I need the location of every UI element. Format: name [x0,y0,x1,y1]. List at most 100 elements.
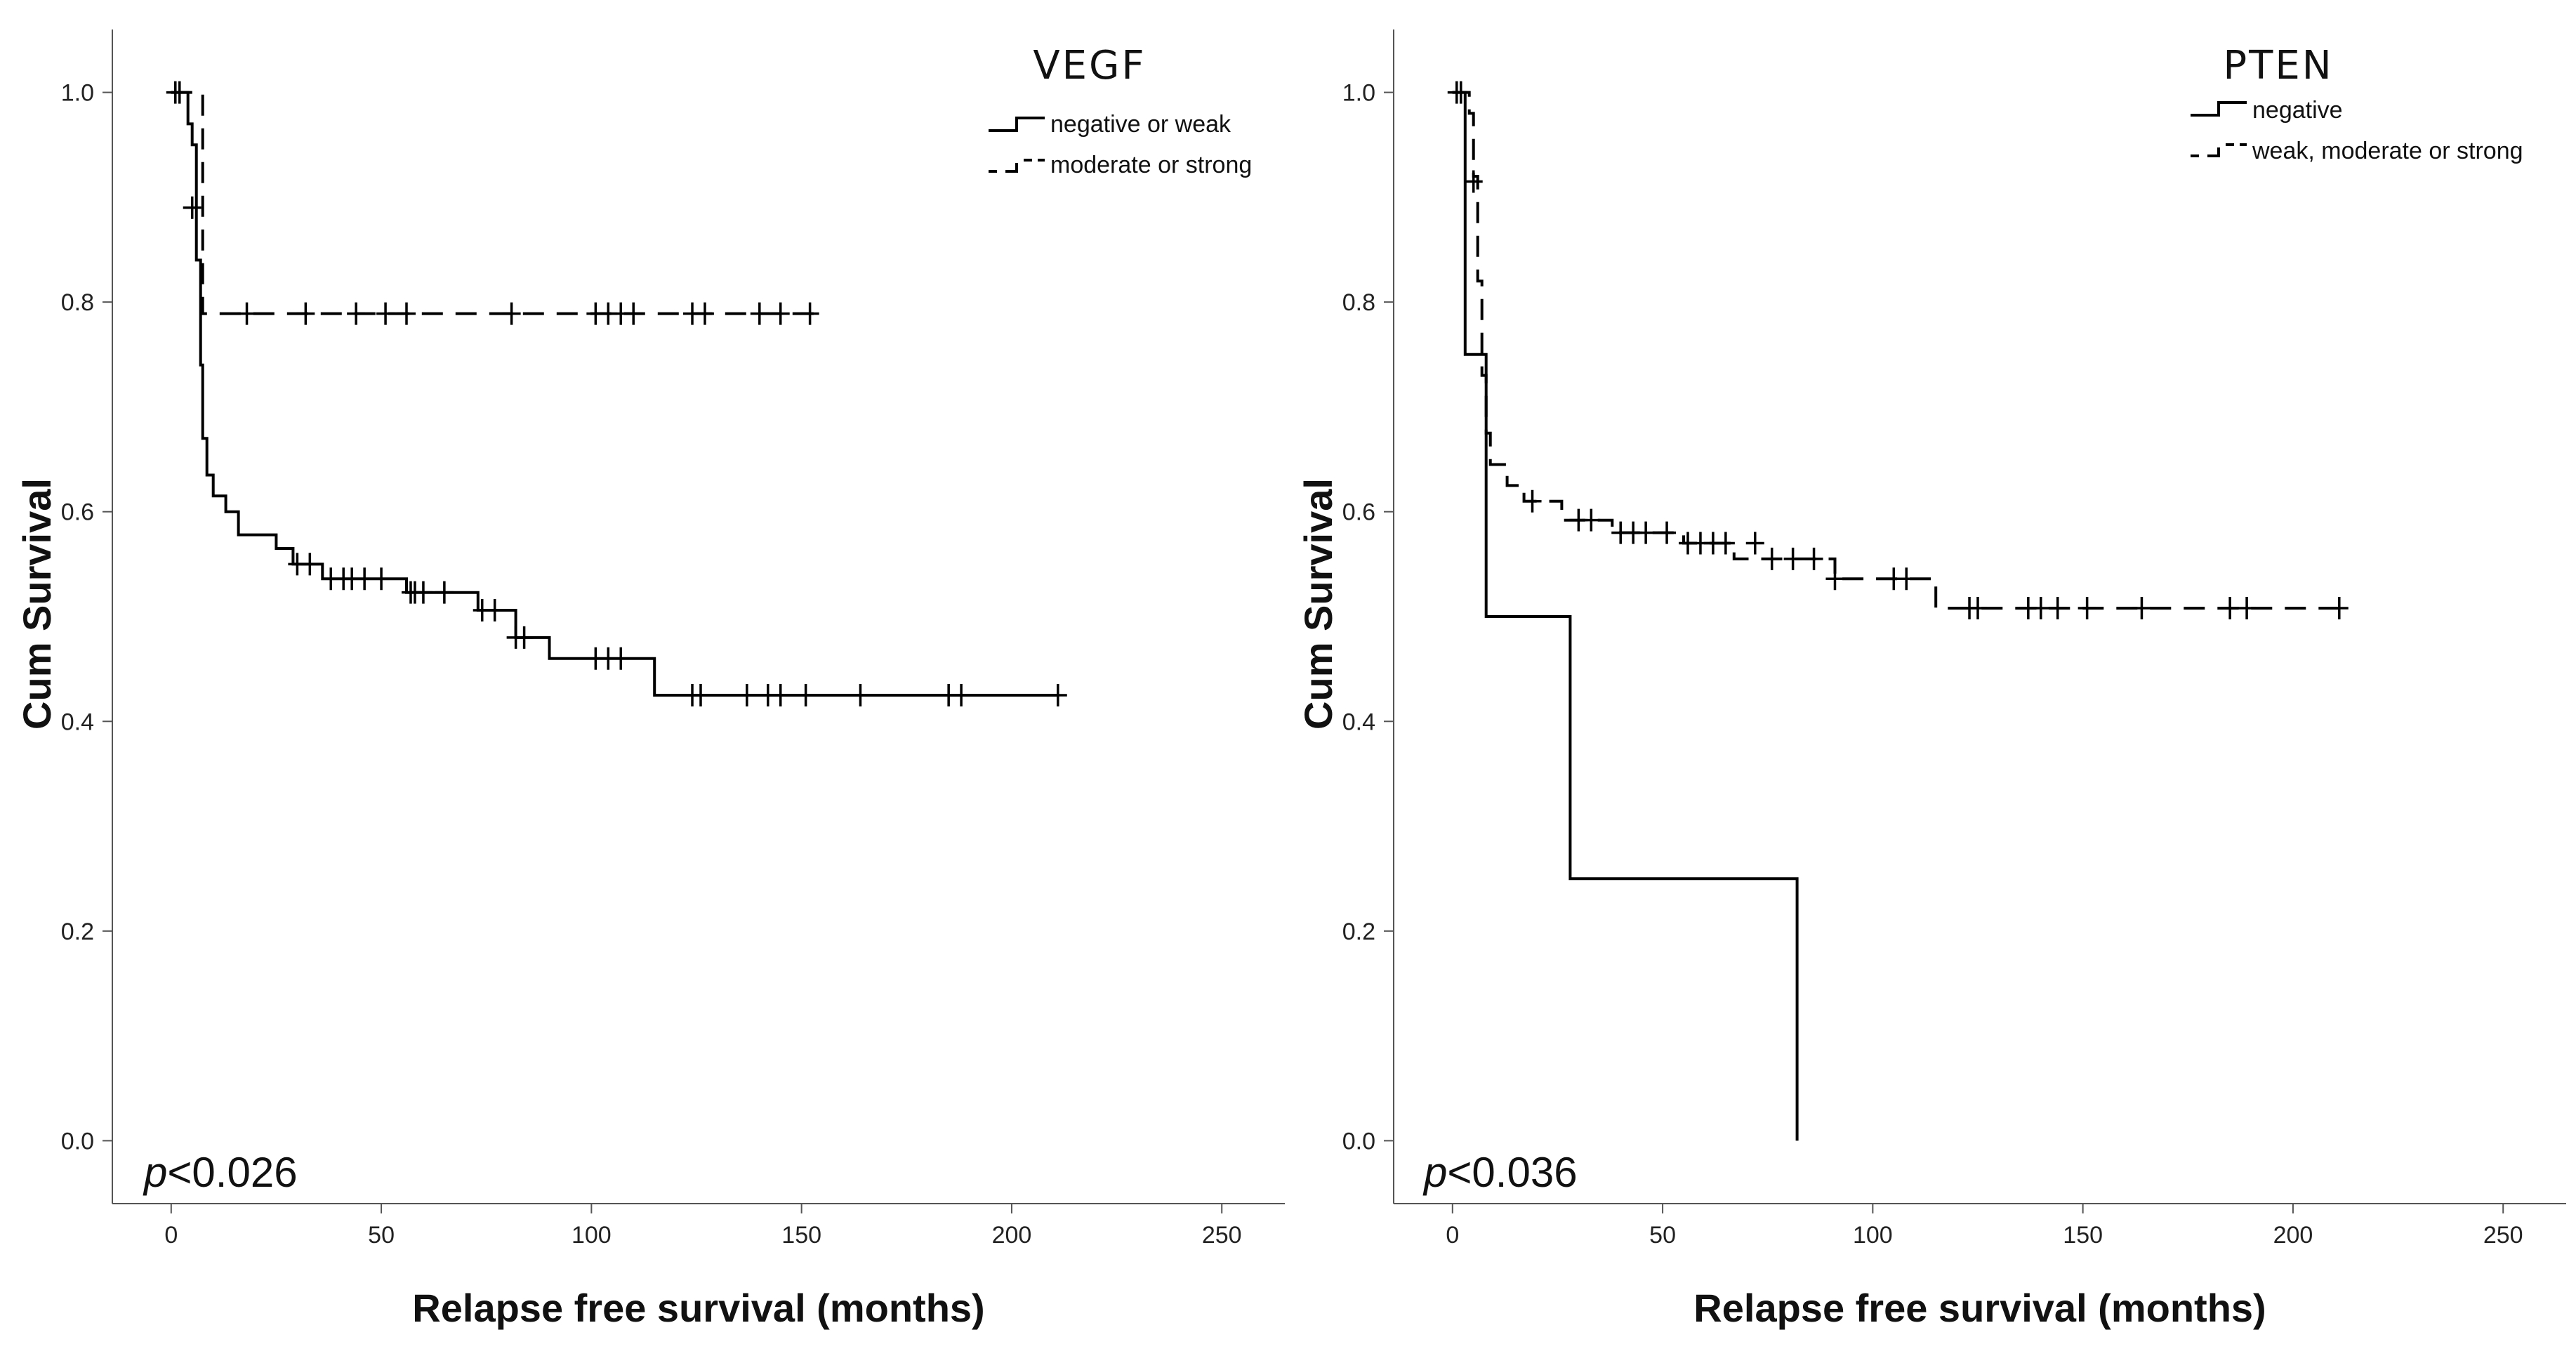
x-tick-label: 0 [1446,1222,1459,1249]
legend-swatch-dashed [989,159,1045,173]
censor-mark [750,302,769,325]
y-tick-label: 1.0 [1342,80,1375,107]
censor-mark [737,683,756,706]
x-tick-label: 100 [1853,1222,1893,1249]
x-ticks: 0 50 100 150 200 250 [164,1204,1242,1249]
censor-mark [397,302,416,325]
x-tick-label: 150 [781,1222,821,1249]
legend-swatch-dashed [2191,143,2247,157]
legend-title: PTEN [2223,43,2333,88]
censor-mark [771,683,790,706]
y-tick-label: 0.6 [1342,499,1375,526]
censor-mark [1762,547,1781,570]
censor-mark [347,302,366,325]
censor-mark [237,302,256,325]
series-1 [166,81,1067,706]
series-1 [1452,91,1799,1141]
x-axis-label: Relapse free survival (months) [412,1286,984,1330]
censor-mark [691,683,710,706]
x-tick-label: 200 [992,1222,1032,1249]
censor-mark [1451,81,1470,104]
series-line [171,91,1058,697]
censor-mark [1048,683,1067,706]
legend-label-series-1: negative [2252,97,2343,124]
y-ticks: 0.0 0.2 0.4 0.6 0.8 1.0 [1342,80,1394,1154]
y-tick-label: 0.4 [61,709,94,735]
p-value-symbol: p [1422,1149,1447,1196]
censor-mark [952,683,971,706]
y-tick-label: 0.8 [61,289,94,316]
series-2 [171,91,819,325]
series-line [1452,91,1799,1141]
censor-mark [355,567,374,591]
censor-mark [1464,170,1483,193]
censor-mark [296,302,315,325]
censor-mark [2238,597,2257,620]
x-axis-label: Relapse free survival (months) [1693,1286,2266,1330]
x-tick-label: 100 [572,1222,612,1249]
censor-mark [800,302,819,325]
p-value-symbol: p [143,1149,167,1196]
y-tick-label: 0.0 [1342,1128,1375,1154]
censor-mark [2221,597,2240,620]
p-value-text: <0.036 [1447,1149,1577,1196]
x-tick-label: 250 [1202,1222,1242,1249]
x-tick-label: 50 [1649,1222,1676,1249]
censor-mark [1897,567,1916,591]
censor-mark [624,302,643,325]
x-ticks: 0 50 100 150 200 250 [1446,1204,2523,1249]
y-tick-label: 0.4 [1342,709,1375,735]
legend-swatch-solid [2191,101,2247,117]
x-tick-label: 50 [368,1222,395,1249]
censor-mark [2330,597,2349,620]
censor-mark [796,683,815,706]
plot-background [1394,29,2566,1204]
censor-mark [1637,521,1656,544]
legend-title: VEGF [1033,43,1146,88]
censor-mark [1825,567,1844,591]
legend-label-series-2: moderate or strong [1050,152,1252,178]
chart-panel-pten: 0 50 100 150 200 250 0.0 0.2 0.4 0.6 0.8 1.0 Relap… [1296,29,2566,1330]
censor-mark [515,626,534,649]
censor-mark [414,581,432,604]
censor-mark [376,302,395,325]
series-layer [1447,81,2349,1141]
censor-mark [183,196,202,219]
legend: PTEN negative weak, moderate or strong [2191,43,2523,164]
censor-mark [771,302,790,325]
legend: VEGF negative or weak moderate or strong [989,43,1252,178]
censor-mark [1745,532,1764,555]
censor-mark [502,302,521,325]
y-tick-label: 0.2 [61,919,94,945]
censor-mark [1582,508,1601,532]
censor-mark [1716,532,1735,555]
p-value-annotation: p<0.026 [143,1149,298,1196]
censor-mark [612,647,630,670]
censor-mark [2048,597,2067,620]
censor-mark [435,581,454,604]
series-2 [1447,81,2349,620]
y-tick-label: 0.8 [1342,289,1375,316]
y-tick-label: 1.0 [61,80,94,107]
x-tick-label: 200 [2273,1222,2313,1249]
x-tick-label: 250 [2483,1222,2523,1249]
legend-label-series-2: weak, moderate or strong [2252,138,2523,164]
x-tick-label: 0 [164,1222,178,1249]
y-ticks: 0.0 0.2 0.4 0.6 0.8 1.0 [61,80,112,1154]
censor-mark [1523,489,1542,513]
x-tick-label: 150 [2063,1222,2103,1249]
y-tick-label: 0.6 [61,499,94,526]
series-layer [166,81,1067,706]
censor-mark [1804,547,1823,570]
censor-mark [372,567,391,591]
censor-mark [485,599,504,622]
y-axis-label: Cum Survival [15,478,59,730]
p-value-annotation: p<0.036 [1422,1149,1578,1196]
legend-swatch-solid [989,117,1045,132]
p-value-text: <0.026 [167,1149,297,1196]
y-tick-label: 0.2 [1342,919,1375,945]
censor-mark [1783,547,1802,570]
chart-panel-vegf: 0 50 100 150 200 250 0.0 0.2 0.4 0.6 0.8 1.0 Relap… [15,29,1285,1330]
censor-mark [1658,521,1677,544]
